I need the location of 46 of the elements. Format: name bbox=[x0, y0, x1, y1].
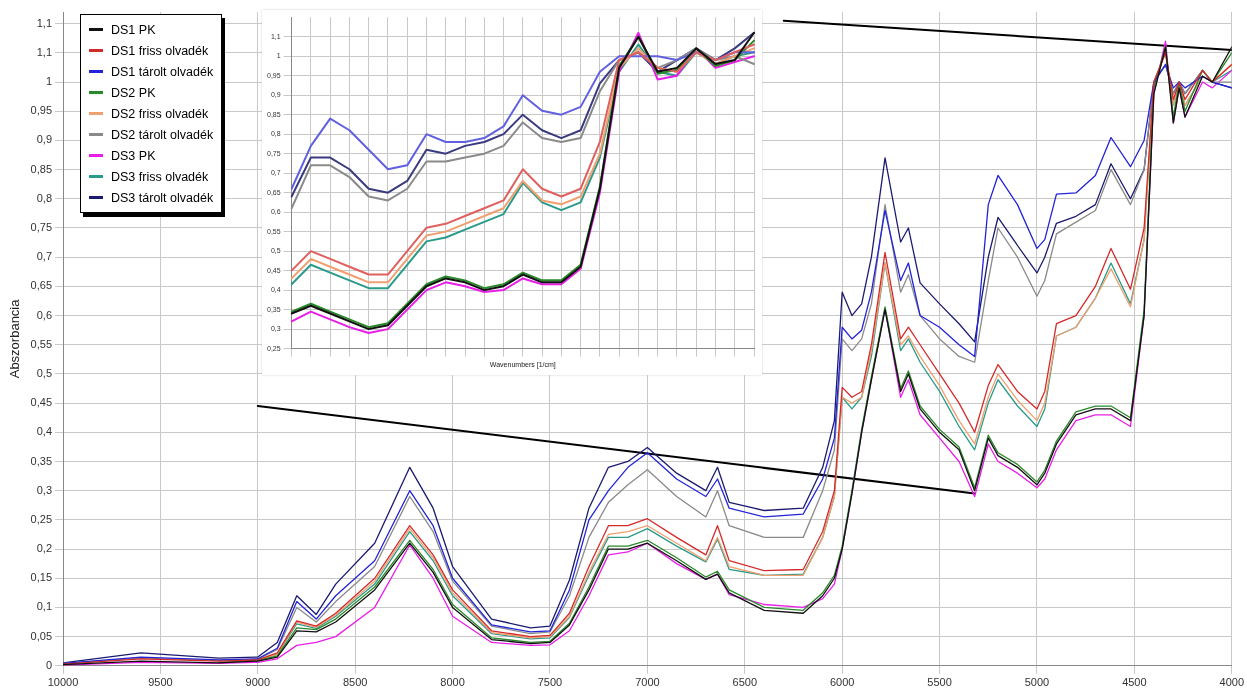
y-tick-label: 0,05 bbox=[30, 629, 53, 642]
x-tick-label: 7000 bbox=[635, 676, 660, 689]
x-tick-label: 8000 bbox=[440, 676, 465, 689]
y-tick-label: 0,8 bbox=[36, 191, 53, 204]
x-tick-label: 5500 bbox=[927, 676, 952, 689]
y-tick-label: 0,15 bbox=[30, 571, 53, 584]
y-tick-label: 1 bbox=[45, 75, 53, 88]
y-tick-label: 0,9 bbox=[36, 133, 53, 146]
x-tick-label: 6000 bbox=[829, 676, 855, 689]
y-tick-label: 0,75 bbox=[30, 221, 53, 234]
y-tick-label: 0,85 bbox=[30, 162, 53, 175]
legend-label: DS2 tárolt olvadék bbox=[111, 127, 214, 142]
y-tick-label: 0,95 bbox=[30, 104, 53, 117]
y-tick-label: 0,1 bbox=[36, 600, 53, 613]
x-tick-label: 5000 bbox=[1024, 676, 1050, 689]
y-tick-label: 0,3 bbox=[36, 483, 53, 496]
legend-label: DS3 PK bbox=[111, 148, 156, 163]
y-tick-label: 0 bbox=[45, 658, 53, 671]
legend-label: DS1 friss olvadék bbox=[111, 43, 209, 58]
y-tick-label: 0,4 bbox=[36, 425, 53, 438]
y-tick-label: 0,35 bbox=[30, 454, 53, 467]
legend-label: DS2 PK bbox=[111, 85, 156, 100]
y-tick-label: 0,65 bbox=[30, 279, 53, 292]
y-tick-label: 1,1 bbox=[36, 16, 53, 29]
x-tick-label: 7500 bbox=[537, 676, 563, 689]
legend-label: DS3 tárolt olvadék bbox=[111, 190, 214, 205]
legend-label: DS1 tárolt olvadék bbox=[111, 64, 214, 79]
y-tick-label: 1,1 bbox=[36, 45, 53, 58]
y-axis-title: Abszorbancia bbox=[7, 298, 23, 379]
y-tick-label: 0,2 bbox=[36, 542, 53, 555]
x-tick-label: 6500 bbox=[732, 676, 758, 689]
y-tick-label: 0,25 bbox=[30, 512, 53, 525]
x-tick-label: 9000 bbox=[245, 676, 271, 689]
x-tick-label: 9500 bbox=[148, 676, 173, 689]
y-tick-label: 0,55 bbox=[30, 337, 53, 350]
x-tick-label: 4000 bbox=[1219, 676, 1245, 689]
legend-label: DS2 friss olvadék bbox=[111, 106, 209, 121]
x-tick-label: 8500 bbox=[342, 676, 368, 689]
legend-label: DS3 friss olvadék bbox=[111, 169, 209, 184]
y-tick-label: 0,6 bbox=[36, 308, 53, 321]
x-tick-label: 4500 bbox=[1122, 676, 1147, 689]
y-tick-label: 0,7 bbox=[36, 250, 53, 263]
y-tick-label: 0,5 bbox=[36, 366, 53, 379]
legend-label: DS1 PK bbox=[111, 22, 156, 37]
x-tick-label: 10000 bbox=[47, 676, 79, 689]
y-tick-label: 0,45 bbox=[30, 396, 53, 409]
